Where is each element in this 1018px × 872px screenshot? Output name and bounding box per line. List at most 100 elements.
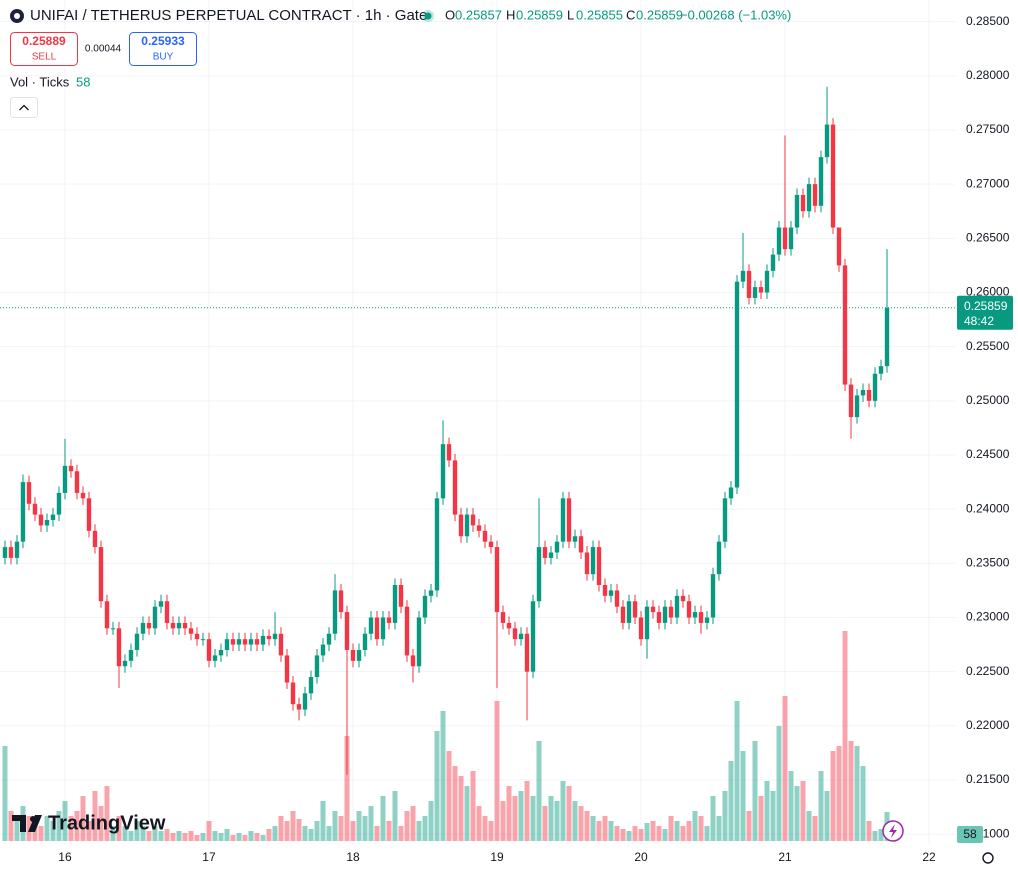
volume-bar bbox=[872, 831, 878, 841]
candle-body bbox=[356, 650, 362, 661]
candle-body bbox=[776, 227, 782, 255]
volume-bar bbox=[320, 801, 326, 841]
candle-body bbox=[728, 487, 734, 499]
volume-bar bbox=[686, 821, 692, 841]
volume-bar bbox=[542, 806, 548, 841]
candle-body bbox=[590, 547, 596, 575]
candle-body bbox=[278, 633, 284, 656]
volume-bar bbox=[194, 835, 200, 841]
volume-bar bbox=[272, 826, 278, 841]
candle-body bbox=[152, 606, 158, 629]
volume-bar bbox=[74, 811, 80, 841]
candle-body bbox=[584, 552, 590, 575]
volume-bar bbox=[692, 811, 698, 841]
candle-body bbox=[782, 227, 788, 250]
y-tick-label: 0.28500 bbox=[966, 14, 1010, 28]
sell-button[interactable] bbox=[10, 32, 78, 66]
candle-body bbox=[26, 482, 32, 504]
volume-bar bbox=[128, 831, 134, 841]
candle-body bbox=[386, 617, 392, 623]
candle-body bbox=[620, 606, 626, 623]
candle-body bbox=[104, 601, 110, 629]
candle-body bbox=[32, 503, 38, 515]
volume-bar bbox=[2, 746, 8, 841]
volume-bar bbox=[824, 791, 830, 841]
volume-bar bbox=[26, 816, 32, 841]
volume-bar bbox=[296, 819, 302, 841]
candle-body bbox=[524, 633, 530, 672]
volume-bar bbox=[266, 829, 272, 841]
candle-body bbox=[704, 617, 710, 623]
candle-body bbox=[650, 606, 656, 613]
candle-body bbox=[716, 541, 722, 575]
candle-body bbox=[470, 514, 476, 526]
candle-body bbox=[362, 633, 368, 650]
volume-bar bbox=[626, 831, 632, 841]
sell-price: 0.25889 bbox=[22, 34, 66, 48]
volume-bar bbox=[566, 786, 572, 841]
volume-bar bbox=[422, 816, 428, 841]
y-tick-label: 0.25500 bbox=[966, 339, 1010, 353]
volume-bar bbox=[836, 746, 842, 841]
candle-body bbox=[884, 307, 890, 367]
volume-bar bbox=[152, 826, 158, 841]
candle-body bbox=[764, 270, 770, 293]
candle-body bbox=[8, 547, 14, 558]
spread: 0.00044 bbox=[85, 44, 122, 55]
volume-bar bbox=[656, 826, 662, 841]
volume-bar bbox=[482, 816, 488, 841]
volume-bar bbox=[536, 741, 542, 841]
volume-bar bbox=[554, 801, 560, 841]
candle-body bbox=[554, 541, 560, 553]
volume-bar bbox=[740, 751, 746, 841]
volume-bar bbox=[590, 816, 596, 841]
candle-body bbox=[734, 281, 740, 488]
volume-bar bbox=[812, 816, 818, 841]
volume-bar bbox=[230, 835, 236, 841]
volume-bar bbox=[584, 811, 590, 841]
collapse-button[interactable] bbox=[10, 97, 38, 118]
candle-body bbox=[50, 514, 56, 520]
volume-bar bbox=[170, 833, 176, 841]
candle-body bbox=[266, 635, 272, 640]
candle-body bbox=[254, 639, 260, 645]
volume-bar bbox=[506, 786, 512, 841]
candle-body bbox=[860, 390, 866, 396]
candle-body bbox=[506, 622, 512, 629]
logo-dot bbox=[30, 816, 36, 822]
candle-body bbox=[416, 617, 422, 667]
candle-body bbox=[458, 514, 464, 537]
volume-bar bbox=[806, 811, 812, 841]
candle-body bbox=[272, 633, 278, 640]
candle-body bbox=[440, 444, 446, 499]
volume-bar bbox=[668, 816, 674, 841]
volume-bar bbox=[464, 786, 470, 841]
volume-bar bbox=[878, 829, 884, 841]
candle-body bbox=[122, 660, 128, 667]
candle-body bbox=[872, 373, 878, 401]
candle-body bbox=[182, 622, 188, 629]
volume-bar bbox=[176, 831, 182, 841]
y-tick-label: 0.24000 bbox=[966, 501, 1010, 515]
candle-body bbox=[20, 482, 26, 542]
candle-body bbox=[260, 635, 266, 645]
y-tick-label: 0.22000 bbox=[966, 718, 1010, 732]
settings-button[interactable] bbox=[982, 852, 994, 864]
volume-bar bbox=[728, 761, 734, 841]
volume-bar bbox=[134, 821, 140, 841]
volume-bar bbox=[560, 781, 566, 841]
buy-button[interactable] bbox=[129, 32, 197, 66]
volume-bar bbox=[308, 829, 314, 841]
candle-body bbox=[578, 536, 584, 553]
volume-bar bbox=[488, 821, 494, 841]
candle-body bbox=[602, 585, 608, 596]
candle-body bbox=[404, 606, 410, 656]
candle-body bbox=[146, 622, 152, 629]
candle-body bbox=[116, 628, 122, 667]
candle-body bbox=[242, 639, 248, 645]
last-price-box bbox=[957, 295, 1013, 330]
ohlc-label: O bbox=[445, 7, 455, 22]
candle-body bbox=[236, 639, 242, 645]
candle-body bbox=[446, 444, 452, 461]
y-tick-label: 0.26000 bbox=[966, 285, 1010, 299]
